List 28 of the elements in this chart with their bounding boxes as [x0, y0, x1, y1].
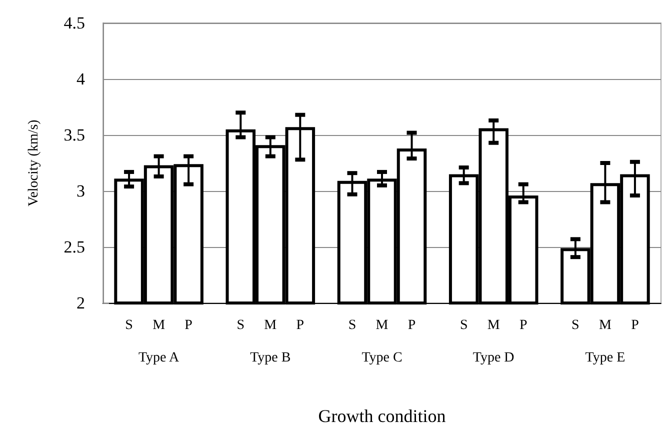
- text: M: [487, 318, 500, 333]
- text: S: [348, 318, 356, 333]
- text: P: [519, 318, 528, 333]
- text: M: [598, 318, 612, 333]
- y-axis-title: Velocity (km/s): [26, 119, 42, 206]
- series-label: S: [125, 318, 133, 333]
- x-tick-label: Type B: [250, 350, 291, 366]
- text: M: [264, 318, 277, 333]
- series-label: P: [184, 318, 193, 333]
- text: S: [236, 318, 245, 333]
- y-tick-label: 3: [76, 182, 85, 200]
- text: P: [631, 318, 639, 333]
- y-tick-label: 2: [76, 294, 85, 312]
- x-tick-label: Type A: [138, 350, 180, 366]
- x-tick-label: Type C: [362, 350, 402, 366]
- text: P: [296, 318, 304, 333]
- text: S: [460, 318, 468, 333]
- text: P: [408, 318, 416, 333]
- y-tick-label: 4: [76, 70, 86, 88]
- x-axis-title: Growth condition: [318, 406, 446, 426]
- y-tick-label: 3.5: [64, 126, 85, 144]
- x-tick-label: Type D: [472, 350, 514, 366]
- y-tick-label: 2.5: [64, 238, 85, 256]
- text: M: [376, 318, 388, 333]
- y-tick-label: 4.5: [64, 14, 85, 32]
- x-tick-label: Type E: [585, 350, 626, 366]
- text: S: [572, 318, 580, 333]
- series-label: M: [152, 318, 166, 333]
